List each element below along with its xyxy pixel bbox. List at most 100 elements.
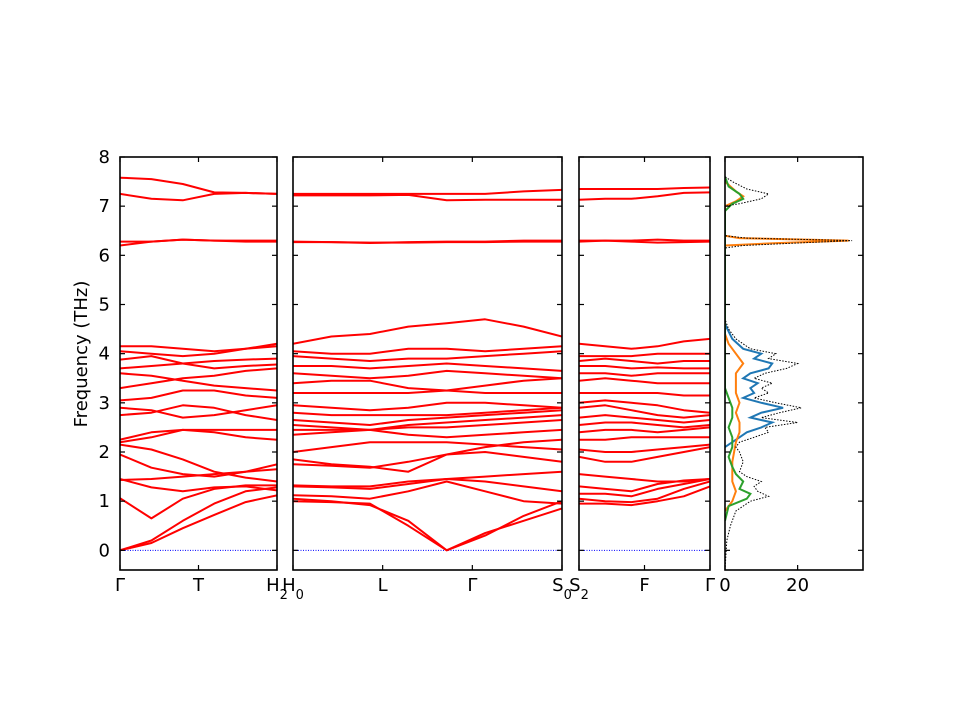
y-tick-label: 1 <box>99 491 110 512</box>
panel-3-band-20 <box>579 337 710 350</box>
panel-3-frame <box>578 156 711 571</box>
panel-1-band-11 <box>120 404 277 419</box>
panel-3-band-7 <box>579 443 710 453</box>
panel-2-band-3 <box>293 480 562 505</box>
panel-1-band-1 <box>120 494 277 552</box>
dos-curves <box>725 176 853 570</box>
panel-3-band-19 <box>579 352 710 358</box>
panel-1-frame <box>119 156 278 571</box>
panel-3-band-8 <box>579 436 710 441</box>
panel-2-x-tick-label: L <box>378 575 388 596</box>
plot-data-layer <box>120 176 853 570</box>
panel-2-band-15 <box>293 389 562 394</box>
panel-3-band-14 <box>579 392 710 397</box>
panel-1-band-14 <box>120 372 277 392</box>
panel-1-band-5 <box>120 478 277 493</box>
panel-2-band-25 <box>293 193 562 202</box>
panel-1-band-6 <box>120 453 277 478</box>
panel-3-band-24 <box>579 186 710 190</box>
y-tick-label: 8 <box>99 147 110 168</box>
dos-x-tick-label: 0 <box>719 575 730 596</box>
panel-1-band-12 <box>120 389 277 402</box>
panel-2-band-1 <box>293 500 562 552</box>
panel-3-x-tick-label: Γ <box>705 575 715 596</box>
panel-3-x-tick-label: S2 <box>569 575 589 603</box>
y-tick-label: 3 <box>99 393 110 414</box>
panel-3-band-16 <box>579 372 710 377</box>
panel-3-bands <box>579 186 710 551</box>
panel-3-band-10 <box>579 421 710 429</box>
panel-3-band-12 <box>579 404 710 419</box>
panel-1-band-18 <box>120 342 277 353</box>
panel-2-band-19 <box>293 350 562 362</box>
panel-1-band-3 <box>120 484 277 520</box>
panel-3-band-11 <box>579 414 710 424</box>
panel-1-x-tick-label: T <box>192 575 205 596</box>
panel-2-band-13 <box>293 406 562 417</box>
y-tick-label: 7 <box>99 196 110 217</box>
panel-1-band-8 <box>120 428 277 444</box>
panel-2-band-23 <box>293 240 562 244</box>
panel-2-x-tick-label: S0 <box>552 575 572 603</box>
panel-2-band-24 <box>293 188 562 195</box>
panel-2-band-4 <box>293 478 562 493</box>
dos-series-3 <box>725 176 752 522</box>
dos-series-1 <box>725 323 784 448</box>
panel-2-band-14 <box>293 401 562 412</box>
panel-3-band-13 <box>579 399 710 414</box>
panel-1-x-tick-label: H2 <box>266 575 288 603</box>
panel-2-band-18 <box>293 362 562 372</box>
panel-3-x-tick-label: F <box>639 575 649 596</box>
panel-1-band-16 <box>120 355 277 370</box>
panel-3-band-23 <box>579 191 710 201</box>
panel-1-bands <box>120 176 277 552</box>
panel-3-band-9 <box>579 426 710 434</box>
panel-2-band-12 <box>293 409 562 426</box>
panel-2-band-6 <box>293 451 562 469</box>
panel-2-band-7 <box>293 438 562 473</box>
panel-1-band-13 <box>120 367 277 390</box>
panel-2-x-tick-label: H0 <box>282 575 304 603</box>
panel-3-band-18 <box>579 357 710 365</box>
panel-2-band-11 <box>293 414 562 431</box>
dos-total <box>725 176 853 570</box>
panel-2-band-5 <box>293 470 562 488</box>
panel-2-bands <box>293 188 562 552</box>
y-tick-label: 0 <box>99 540 110 561</box>
panel-1-band-22 <box>120 176 277 195</box>
panel-2-band-21 <box>293 318 562 345</box>
panel-2-band-8 <box>293 441 562 453</box>
dos-x-tick-label: 20 <box>786 575 809 596</box>
dos-frame <box>724 156 864 571</box>
panel-1-band-9 <box>120 428 277 441</box>
panel-2-band-16 <box>293 377 562 392</box>
y-tick-label: 5 <box>99 295 110 316</box>
panel-1-band-7 <box>120 443 277 483</box>
panel-2-frame <box>292 156 563 571</box>
panel-2-x-tick-label: Γ <box>467 575 477 596</box>
panel-3-band-6 <box>579 446 710 463</box>
y-axis-label: Frequency (THz) <box>71 281 92 428</box>
y-tick-label: 6 <box>99 245 110 266</box>
panel-2-band-17 <box>293 369 562 380</box>
panel-3-band-3 <box>579 478 710 498</box>
panel-2-band-9 <box>293 428 562 439</box>
panel-1-band-15 <box>120 357 277 370</box>
panel-3-band-5 <box>579 473 710 483</box>
panel-3-band-17 <box>579 365 710 370</box>
panel-3-band-22 <box>579 238 710 242</box>
panel-1-band-20 <box>120 238 277 243</box>
panel-1-x-tick-label: Γ <box>115 575 125 596</box>
panel-1-band-10 <box>120 404 277 421</box>
y-tick-label: 2 <box>99 442 110 463</box>
dos-series-2 <box>725 180 849 512</box>
panel-3-band-1 <box>579 485 710 507</box>
panel-1-band-2 <box>120 486 277 552</box>
panel-3-band-15 <box>579 377 710 385</box>
panel-2-band-10 <box>293 419 562 431</box>
panel-2-band-2 <box>293 497 562 552</box>
panel-2-band-20 <box>293 345 562 355</box>
